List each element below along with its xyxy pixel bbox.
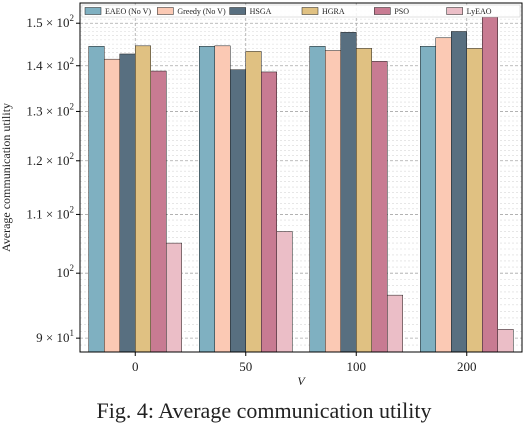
y-axis-label: Average communication utility [0,103,13,252]
legend-swatch-eaeo-no-v [84,7,102,15]
legend-label-hsga: HSGA [250,7,272,16]
bar-pso-v200 [482,16,498,353]
bar-pso-v0 [150,70,167,353]
plot-frame [79,2,523,353]
bar-eaeo-no-v-v0 [88,45,105,353]
legend-swatch-pso [374,7,391,15]
x-axis-label: V [297,374,306,388]
bar-lyeao-v100 [387,294,403,353]
legend-swatch-greedy-no-v [157,7,174,15]
bar-pso-v100 [371,61,388,353]
legend-label-pso: PSO [394,7,409,16]
x-tick-label: 200 [457,359,477,374]
bar-hgra-v50 [245,51,262,353]
legend-box [81,4,521,18]
y-tick-label: 1.2 × 102 [26,151,74,168]
bar-hgra-v100 [356,48,372,353]
legend-swatch-hsga [229,7,246,15]
x-tick-label: 100 [347,359,367,374]
bars [88,16,514,353]
bar-hgra-v0 [135,45,151,353]
y-tick-label: 102 [57,263,75,280]
y-tick-label: 1.5 × 102 [26,13,74,30]
legend-label-hgra: HGRA [322,7,345,16]
bar-greedy-no-v-v50 [214,45,231,353]
legend-label-greedy-no-v: Greedy (No V) [177,7,226,16]
bar-lyeao-v200 [497,329,514,353]
y-tick-label: 1.1 × 102 [26,204,74,221]
legend-swatch-lyeao [446,7,463,15]
bar-eaeo-no-v-v50 [199,45,215,353]
bar-eaeo-no-v-v100 [309,45,326,353]
figure-caption: Fig. 4: Average communication utility [96,398,432,423]
legend-label-eaeo-no-v: EAEO (No V) [105,7,151,16]
bar-greedy-no-v-v200 [435,37,452,353]
bar-hsga-v100 [340,32,357,353]
bar-greedy-no-v-v100 [325,50,341,353]
legend: EAEO (No V) Greedy (No V) HSGA HGRA PSO LyEAO [81,4,521,18]
x-tick-label: 50 [239,359,252,374]
bar-hsga-v0 [119,53,136,353]
x-tick-label: 0 [132,359,139,374]
bar-lyeao-v0 [166,242,182,353]
bar-lyeao-v50 [276,231,293,353]
x-ticks: 0 50 100 200 [132,352,477,374]
legend-swatch-hgra [301,7,319,15]
y-tick-label: 1.4 × 102 [26,56,74,73]
bar-hgra-v200 [466,48,483,353]
bar-hsga-v200 [451,31,467,353]
bar-greedy-no-v-v0 [104,58,120,353]
y-tick-label: 9 × 101 [36,328,74,345]
y-tick-label: 1.3 × 102 [26,101,74,118]
bar-pso-v50 [261,71,277,353]
bar-hsga-v50 [230,69,246,353]
y-ticks: 9 × 101 102 1.1 × 102 1.2 × 102 1.3 × 102 1.4… [26,13,80,345]
legend-label-lyeao: LyEAO [467,7,492,16]
bar-eaeo-no-v-v200 [420,45,436,353]
